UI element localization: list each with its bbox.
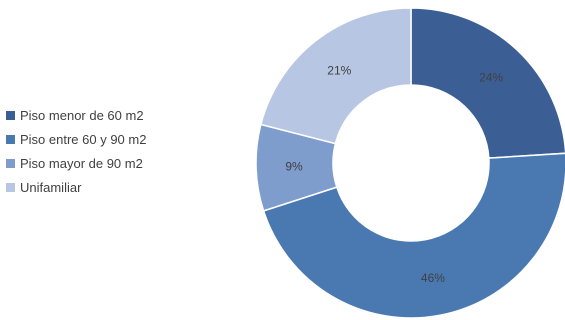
legend-label: Piso menor de 60 m2 (20, 108, 144, 123)
slice-label: 24% (479, 71, 503, 85)
legend-label: Piso entre 60 y 90 m2 (20, 132, 147, 147)
legend-swatch (6, 135, 15, 144)
legend-label: Unifamiliar (20, 180, 82, 195)
slice-label: 21% (327, 64, 351, 78)
legend-item: Piso menor de 60 m2 (6, 107, 146, 124)
chart-legend: Piso menor de 60 m2 Piso entre 60 y 90 m… (6, 107, 146, 203)
legend-swatch (6, 183, 15, 192)
donut-slice (262, 152, 565, 319)
donut-slice (410, 7, 565, 159)
legend-item: Piso entre 60 y 90 m2 (6, 131, 146, 148)
legend-swatch (6, 111, 15, 120)
legend-item: Piso mayor de 90 m2 (6, 155, 146, 172)
legend-item: Unifamiliar (6, 179, 146, 196)
slice-label: 46% (421, 271, 445, 285)
donut-slice (259, 7, 412, 145)
legend-swatch (6, 159, 15, 168)
slice-label: 9% (285, 160, 303, 174)
legend-label: Piso mayor de 90 m2 (20, 156, 143, 171)
